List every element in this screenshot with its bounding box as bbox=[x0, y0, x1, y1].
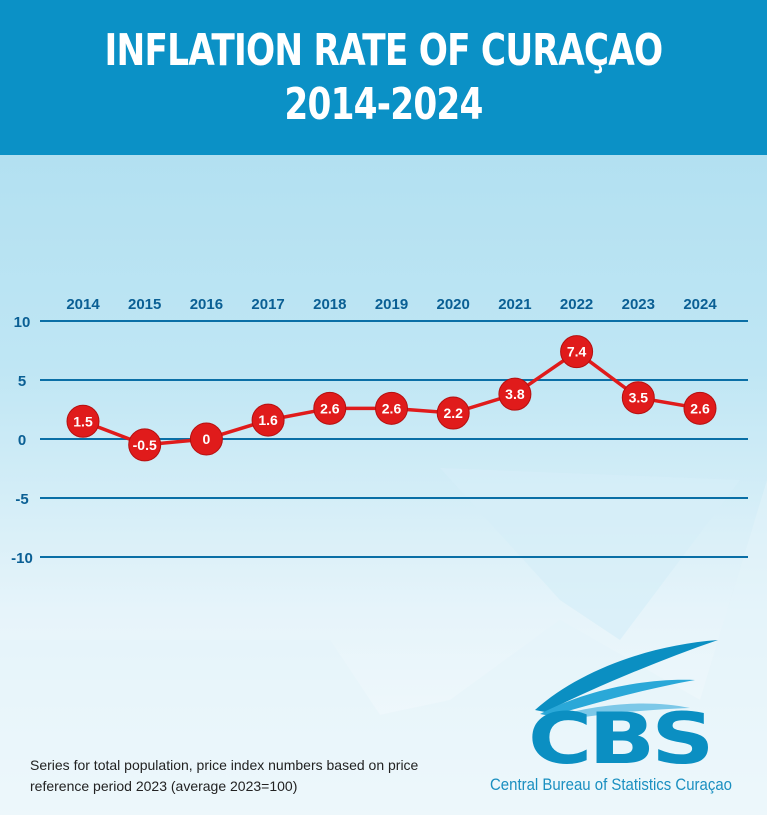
x-tick-label: 2020 bbox=[437, 296, 470, 313]
data-point bbox=[189, 422, 223, 456]
footnote-line1: Series for total population, price index… bbox=[30, 757, 419, 773]
chart-title-line2: 2014-2024 bbox=[284, 79, 483, 130]
y-tick-label: -10 bbox=[11, 550, 33, 567]
data-label: 2.6 bbox=[690, 400, 710, 416]
x-tick-label: 2016 bbox=[190, 296, 223, 313]
x-tick-label: 2019 bbox=[375, 296, 408, 313]
x-tick-label: 2023 bbox=[622, 296, 655, 313]
data-label: 7.4 bbox=[567, 344, 587, 360]
data-label: 2.6 bbox=[320, 400, 340, 416]
x-tick-label: 2017 bbox=[251, 296, 284, 313]
x-tick-label: 2021 bbox=[498, 296, 531, 313]
line-chart: 10 5 0 -5 -10 2014 2015 2016 2017 2018 2019 2020 202… bbox=[11, 296, 748, 567]
y-tick-label: 0 bbox=[18, 432, 26, 449]
x-tick-label: 2018 bbox=[313, 296, 346, 313]
data-label: 2.6 bbox=[382, 400, 402, 416]
data-point bbox=[313, 391, 347, 425]
title-banner: INFLATION RATE OF CURAÇAO 2014-2024 bbox=[0, 0, 767, 155]
data-point bbox=[128, 428, 162, 462]
data-label: 0 bbox=[203, 431, 211, 447]
logo-subtitle: Central Bureau of Statistics Curaçao bbox=[490, 775, 732, 794]
y-tick-label: -5 bbox=[15, 491, 28, 508]
y-tick-label: 10 bbox=[14, 314, 31, 331]
data-point bbox=[66, 404, 100, 438]
data-point bbox=[375, 391, 408, 425]
data-point bbox=[436, 396, 470, 430]
data-label: 3.5 bbox=[629, 390, 649, 406]
data-point bbox=[683, 391, 717, 425]
x-tick-label: 2024 bbox=[683, 296, 717, 313]
data-point bbox=[621, 381, 655, 415]
cbs-logo: CBS Central Bureau of Statistics Curaçao bbox=[490, 640, 750, 800]
data-point bbox=[251, 403, 285, 437]
chart-title-line1: INFLATION RATE OF CURAÇAO bbox=[104, 25, 664, 76]
footnote-line2: reference period 2023 (average 2023=100) bbox=[30, 778, 298, 794]
data-label: 3.8 bbox=[505, 386, 525, 402]
data-point bbox=[498, 377, 532, 411]
y-tick-label: 5 bbox=[18, 373, 26, 390]
logo-text: CBS bbox=[528, 698, 714, 780]
data-label: 2.2 bbox=[443, 405, 463, 421]
x-tick-label: 2022 bbox=[560, 296, 593, 313]
x-tick-label: 2014 bbox=[66, 296, 100, 313]
data-label: 1.5 bbox=[73, 413, 93, 429]
logo-swoosh-icon bbox=[535, 640, 718, 720]
data-label: -0.5 bbox=[133, 437, 157, 453]
data-label: 1.6 bbox=[258, 412, 278, 428]
footnote: Series for total population, price index… bbox=[30, 755, 490, 797]
x-tick-label: 2015 bbox=[128, 296, 161, 313]
data-point bbox=[560, 335, 594, 369]
